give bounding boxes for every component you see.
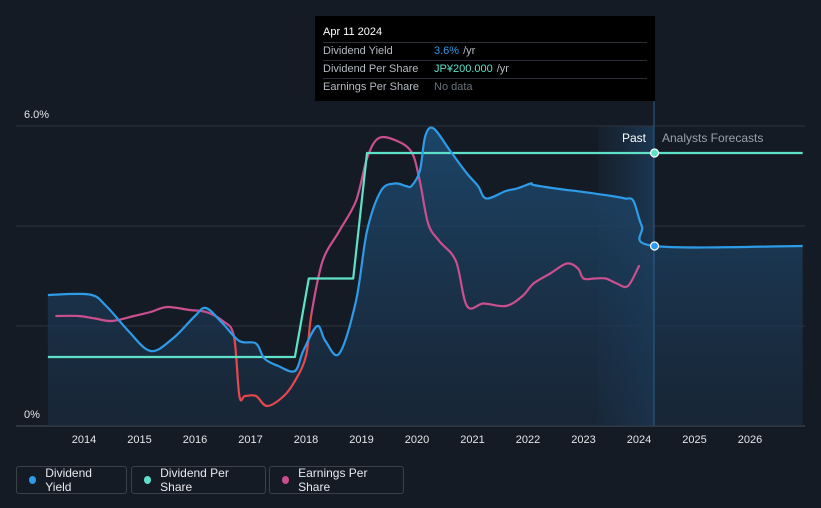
tooltip: Apr 11 2024 Dividend Yield 3.6% /yr Divi… xyxy=(315,16,655,101)
x-axis-ticks: 2014 2015 2016 2017 2018 2019 2020 2021 2022 2023… xyxy=(72,434,762,446)
eps-line-segment xyxy=(365,137,380,160)
eps-line-segment xyxy=(188,308,208,314)
eps-line-segment xyxy=(454,259,469,308)
y-tick-bottom: 0% xyxy=(24,409,40,421)
tooltip-row-yield: Dividend Yield 3.6% /yr xyxy=(323,42,647,60)
x-tick-label: 2022 xyxy=(516,434,540,446)
eps-line-segment xyxy=(266,394,285,408)
tooltip-value: No data xyxy=(434,81,473,93)
eps-line-segment xyxy=(221,319,235,338)
eps-line-segment xyxy=(166,305,191,312)
eps-line-segment xyxy=(532,272,552,285)
tooltip-value: JP¥200.000 xyxy=(434,63,493,75)
eps-line-segment xyxy=(482,302,507,308)
eps-line-segment xyxy=(338,199,358,233)
tooltip-label: Dividend Yield xyxy=(323,45,393,57)
eps-line-segment xyxy=(427,222,441,243)
x-tick-label: 2016 xyxy=(183,434,207,446)
dps-today-marker[interactable] xyxy=(649,148,660,158)
eps-line-segment xyxy=(94,317,113,323)
eps-line-segment xyxy=(110,314,136,323)
tooltip-row-dps: Dividend Per Share JP¥200.000 /yr xyxy=(323,60,647,78)
tooltip-unit: /yr xyxy=(496,63,509,75)
forecast-label: Analysts Forecasts xyxy=(662,131,763,145)
legend-dot-icon xyxy=(144,476,152,484)
eps-line-segment xyxy=(132,310,152,318)
legend-label: Dividend Per Share xyxy=(160,466,229,494)
eps-line-segment xyxy=(149,305,169,314)
eps-line-segment xyxy=(293,354,308,383)
legend-label: Earnings Per Share xyxy=(298,466,368,494)
tooltip-row-eps: Earnings Per Share No data xyxy=(323,78,647,96)
eps-line-segment xyxy=(582,277,596,281)
x-tick-label: 2024 xyxy=(627,434,651,446)
eps-series xyxy=(55,135,641,408)
x-tick-label: 2015 xyxy=(127,434,151,446)
tooltip-label: Earnings Per Share xyxy=(323,81,419,93)
x-tick-label: 2025 xyxy=(682,434,706,446)
x-tick-label: 2014 xyxy=(72,434,96,446)
tooltip-label: Dividend Per Share xyxy=(323,63,419,75)
legend-dividend-per-share[interactable]: Dividend Per Share xyxy=(131,466,266,494)
eps-line-segment xyxy=(393,138,413,154)
eps-line-segment xyxy=(243,394,258,398)
x-tick-label: 2020 xyxy=(405,434,429,446)
x-tick-label: 2023 xyxy=(571,434,595,446)
legend-earnings-per-share[interactable]: Earnings Per Share xyxy=(269,466,404,494)
eps-line-segment xyxy=(254,394,269,408)
eps-line-segment xyxy=(418,179,430,225)
eps-line-segment xyxy=(304,312,313,358)
x-tick-label: 2021 xyxy=(460,434,484,446)
eps-line-segment xyxy=(282,379,296,398)
legend-dot-icon xyxy=(29,476,37,484)
eps-line-segment xyxy=(504,294,524,308)
x-tick-label: 2026 xyxy=(738,434,762,446)
tooltip-date: Apr 11 2024 xyxy=(323,26,383,38)
past-label: Past xyxy=(622,131,647,145)
eps-line-segment xyxy=(549,262,568,275)
eps-line-segment xyxy=(321,229,341,263)
eps-line-segment xyxy=(465,302,485,310)
x-tick-label: 2019 xyxy=(349,434,373,446)
y-tick-top: 6.0% xyxy=(24,109,49,121)
dividend-yield-area xyxy=(47,127,803,426)
eps-line-segment xyxy=(626,264,641,288)
eps-line-segment xyxy=(77,314,97,320)
x-tick-label: 2017 xyxy=(238,434,262,446)
tooltip-unit: /yr xyxy=(463,45,476,57)
legend-dot-icon xyxy=(282,476,290,484)
eps-line-segment xyxy=(310,259,324,315)
tooltip-value: 3.6% xyxy=(434,45,460,57)
dividend-yield-line xyxy=(47,126,803,373)
yield-today-marker[interactable] xyxy=(649,241,660,251)
legend-label: Dividend Yield xyxy=(45,466,92,494)
eps-line-segment xyxy=(438,239,457,263)
eps-line-segment xyxy=(232,334,241,398)
eps-line-segment xyxy=(521,282,535,298)
legend-dividend-yield[interactable]: Dividend Yield xyxy=(16,466,127,494)
x-tick-label: 2018 xyxy=(294,434,318,446)
eps-line-segment xyxy=(377,135,396,142)
